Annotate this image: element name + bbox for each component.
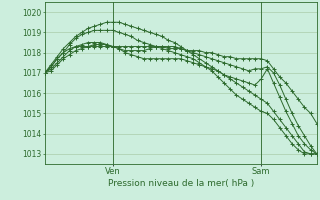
X-axis label: Pression niveau de la mer( hPa ): Pression niveau de la mer( hPa ) [108,179,254,188]
